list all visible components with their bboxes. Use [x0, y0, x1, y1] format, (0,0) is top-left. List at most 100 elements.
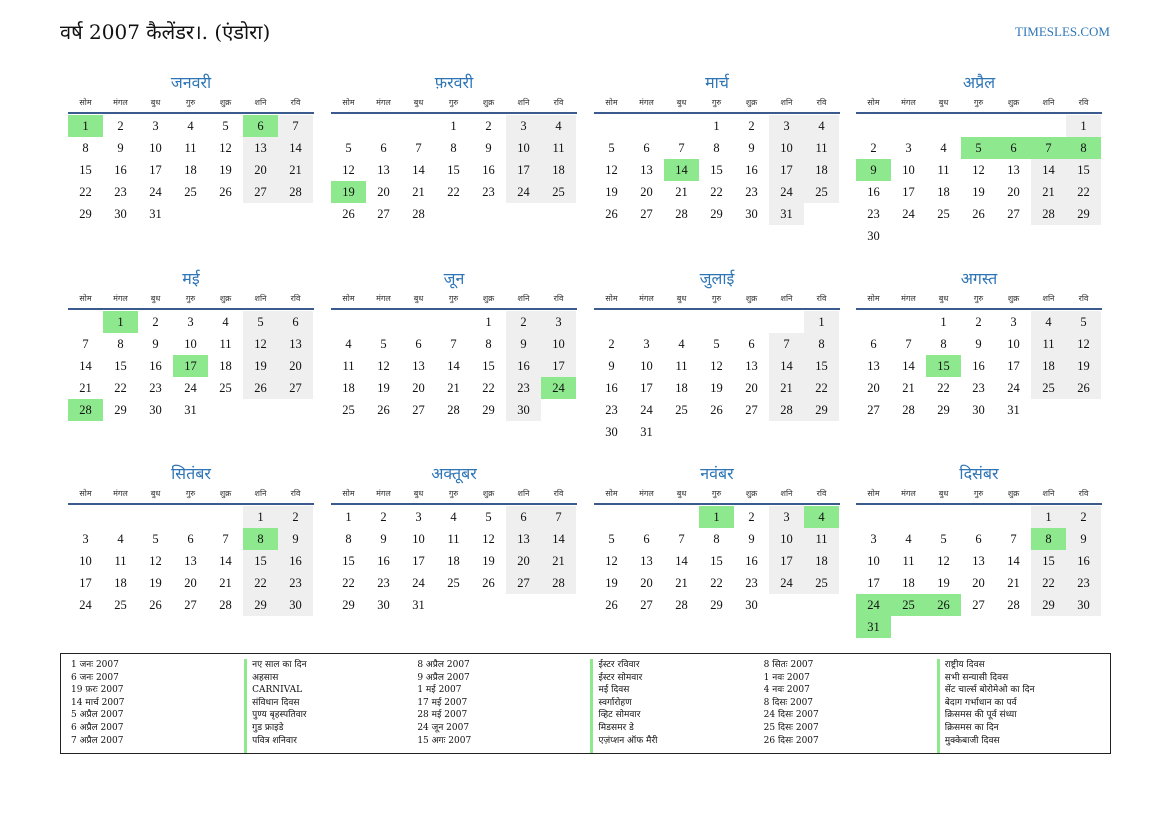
- day-cell[interactable]: 31: [149, 207, 162, 221]
- day-cell[interactable]: 28: [675, 598, 688, 612]
- day-cell[interactable]: 24: [769, 181, 804, 203]
- day-cell[interactable]: 7: [450, 337, 457, 351]
- day-cell[interactable]: 7: [541, 506, 576, 528]
- day-cell[interactable]: 15: [710, 163, 723, 177]
- day-cell[interactable]: 30: [1066, 594, 1101, 616]
- day-cell[interactable]: 9: [608, 359, 615, 373]
- day-cell[interactable]: 25: [342, 403, 355, 417]
- day-cell[interactable]: 15: [243, 550, 278, 572]
- day-cell[interactable]: 21: [1007, 576, 1020, 590]
- day-cell[interactable]: 28: [675, 207, 688, 221]
- day-cell[interactable]: 24: [412, 576, 425, 590]
- day-cell[interactable]: 15: [482, 359, 495, 373]
- day-cell[interactable]: 21: [675, 185, 688, 199]
- day-cell[interactable]: 11: [804, 528, 839, 550]
- day-cell[interactable]: 29: [1031, 594, 1066, 616]
- day-cell[interactable]: 7: [82, 337, 89, 351]
- day-cell[interactable]: 8: [485, 337, 492, 351]
- day-cell[interactable]: 19: [605, 576, 618, 590]
- day-cell[interactable]: 12: [482, 532, 495, 546]
- day-cell[interactable]: 4: [117, 532, 124, 546]
- day-cell[interactable]: 23: [506, 377, 541, 399]
- day-cell[interactable]: 24: [506, 181, 541, 203]
- day-cell[interactable]: 10: [541, 333, 576, 355]
- day-cell[interactable]: 23: [377, 576, 390, 590]
- day-cell[interactable]: 24: [149, 185, 162, 199]
- day-cell[interactable]: 17: [640, 381, 653, 395]
- day-cell[interactable]: 26: [377, 403, 390, 417]
- day-cell[interactable]: 11: [675, 359, 688, 373]
- day-cell[interactable]: 18: [804, 159, 839, 181]
- day-cell[interactable]: 29: [114, 403, 127, 417]
- day-cell[interactable]: 6: [187, 532, 194, 546]
- day-cell[interactable]: 19: [331, 181, 366, 203]
- day-cell[interactable]: 25: [937, 207, 950, 221]
- day-cell[interactable]: 3: [415, 510, 422, 524]
- day-cell[interactable]: 11: [184, 141, 197, 155]
- day-cell[interactable]: 17: [149, 163, 162, 177]
- day-cell[interactable]: 29: [710, 207, 723, 221]
- day-cell[interactable]: 14: [1007, 554, 1020, 568]
- day-cell[interactable]: 11: [114, 554, 127, 568]
- day-cell[interactable]: 1: [1031, 506, 1066, 528]
- day-cell[interactable]: 25: [447, 576, 460, 590]
- day-cell[interactable]: 13: [243, 137, 278, 159]
- day-cell[interactable]: 16: [605, 381, 618, 395]
- day-cell[interactable]: 7: [278, 115, 313, 137]
- day-cell[interactable]: 8: [1031, 528, 1066, 550]
- day-cell[interactable]: 5: [1066, 311, 1101, 333]
- day-cell[interactable]: 2: [870, 141, 877, 155]
- day-cell[interactable]: 12: [219, 141, 232, 155]
- day-cell[interactable]: 30: [149, 403, 162, 417]
- day-cell[interactable]: 13: [1007, 163, 1020, 177]
- day-cell[interactable]: 29: [342, 598, 355, 612]
- day-cell[interactable]: 16: [745, 163, 758, 177]
- day-cell[interactable]: 1: [940, 315, 947, 329]
- day-cell[interactable]: 14: [412, 163, 425, 177]
- day-cell[interactable]: 3: [506, 115, 541, 137]
- day-cell[interactable]: 6: [278, 311, 313, 333]
- site-link[interactable]: TIMESLES.COM: [1015, 24, 1110, 39]
- day-cell[interactable]: 18: [541, 159, 576, 181]
- day-cell[interactable]: 5: [940, 532, 947, 546]
- day-cell[interactable]: 10: [79, 554, 92, 568]
- day-cell[interactable]: 4: [541, 115, 576, 137]
- day-cell[interactable]: 2: [506, 311, 541, 333]
- day-cell[interactable]: 10: [640, 359, 653, 373]
- day-cell[interactable]: 31: [184, 403, 197, 417]
- day-cell[interactable]: 22: [114, 381, 127, 395]
- day-cell[interactable]: 15: [342, 554, 355, 568]
- day-cell[interactable]: 6: [380, 141, 387, 155]
- day-cell[interactable]: 19: [1066, 355, 1101, 377]
- day-cell[interactable]: 23: [278, 572, 313, 594]
- day-cell[interactable]: 16: [867, 185, 880, 199]
- day-cell[interactable]: 29: [79, 207, 92, 221]
- day-cell[interactable]: 17: [173, 355, 208, 377]
- day-cell[interactable]: 17: [902, 185, 915, 199]
- day-cell[interactable]: 21: [278, 159, 313, 181]
- day-cell[interactable]: 21: [447, 381, 460, 395]
- day-cell[interactable]: 9: [278, 528, 313, 550]
- day-cell[interactable]: 4: [222, 315, 229, 329]
- day-cell[interactable]: 14: [278, 137, 313, 159]
- day-cell[interactable]: 16: [1066, 550, 1101, 572]
- day-cell[interactable]: 21: [902, 381, 915, 395]
- day-cell[interactable]: 17: [867, 576, 880, 590]
- day-cell[interactable]: 7: [678, 141, 685, 155]
- day-cell[interactable]: 8: [804, 333, 839, 355]
- day-cell[interactable]: 15: [447, 163, 460, 177]
- day-cell[interactable]: 1: [68, 115, 103, 137]
- day-cell[interactable]: 21: [412, 185, 425, 199]
- day-cell[interactable]: 2: [748, 119, 755, 133]
- day-cell[interactable]: 16: [149, 359, 162, 373]
- day-cell[interactable]: 18: [675, 381, 688, 395]
- day-cell[interactable]: 14: [447, 359, 460, 373]
- day-cell[interactable]: 15: [79, 163, 92, 177]
- day-cell[interactable]: 12: [937, 554, 950, 568]
- day-cell[interactable]: 31: [1007, 403, 1020, 417]
- day-cell[interactable]: 5: [243, 311, 278, 333]
- day-cell[interactable]: 8: [345, 532, 352, 546]
- day-cell[interactable]: 24: [541, 377, 576, 399]
- day-cell[interactable]: 11: [219, 337, 232, 351]
- day-cell[interactable]: 3: [152, 119, 159, 133]
